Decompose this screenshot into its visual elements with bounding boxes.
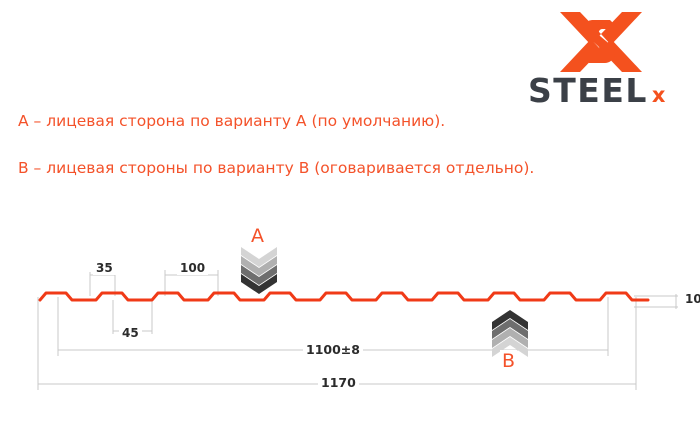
marker-side-b xyxy=(492,310,528,357)
dimension-label-pitch: 100 xyxy=(177,261,209,275)
caption-variant-a: А – лицевая сторона по варианту А (по ум… xyxy=(18,112,446,130)
marker-label-b: B xyxy=(500,350,518,372)
caption-variant-b: В – лицевая стороны по варианту В (огова… xyxy=(18,159,535,177)
sheet-profile-line xyxy=(38,291,650,302)
chevron-down-icon xyxy=(241,247,277,294)
wordmark-x-suffix: x xyxy=(651,83,666,107)
steelx-x-mark-icon xyxy=(558,12,644,72)
marker-side-a xyxy=(241,247,277,294)
brand-wordmark: STEEL x xyxy=(528,74,688,108)
dimension-label-valley-width: 45 xyxy=(119,326,142,340)
brand-logo: STEEL x xyxy=(528,12,688,108)
marker-label-a: A xyxy=(249,225,266,247)
dimension-label-total-width: 1170 xyxy=(318,375,359,390)
dimension-label-height: 10 xyxy=(682,292,700,306)
chevron-up-icon xyxy=(492,310,528,357)
dimension-label-useful-width: 1100±8 xyxy=(303,342,363,357)
dimension-label-crest-width: 35 xyxy=(93,261,116,275)
wordmark-steel: STEEL xyxy=(528,71,648,110)
